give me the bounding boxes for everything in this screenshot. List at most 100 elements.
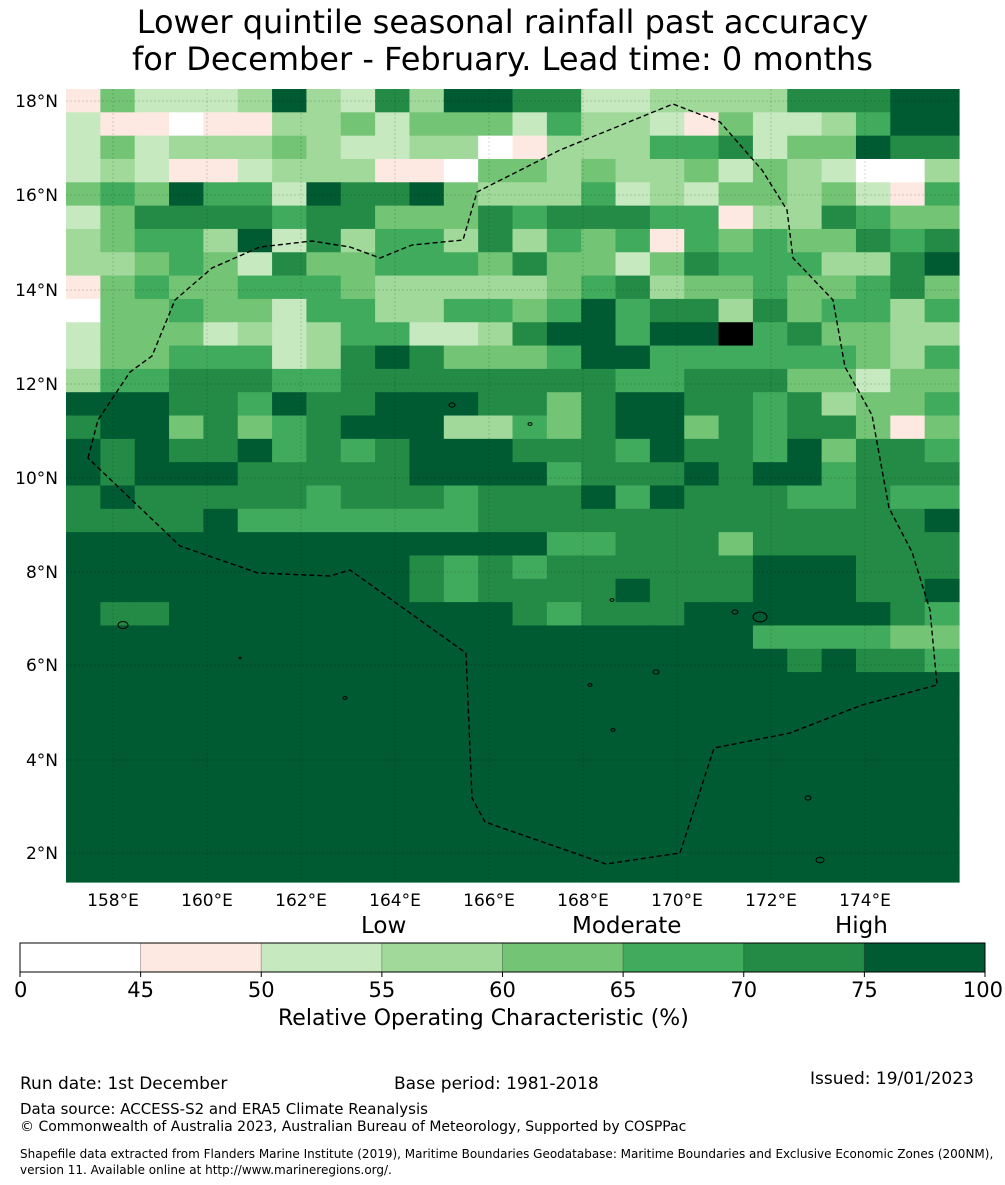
grid-cell bbox=[615, 788, 651, 813]
grid-cell bbox=[478, 718, 514, 743]
grid-cell bbox=[855, 625, 891, 650]
grid-cell bbox=[66, 602, 101, 627]
grid-cell bbox=[409, 718, 445, 743]
grid-cell bbox=[581, 368, 617, 393]
grid-cell bbox=[821, 625, 857, 650]
grid-cell bbox=[340, 275, 376, 300]
grid-cell bbox=[684, 858, 720, 883]
grid-cell bbox=[684, 788, 720, 813]
grid-cell bbox=[478, 602, 514, 627]
grid-cell bbox=[66, 345, 101, 370]
grid-cell bbox=[272, 508, 308, 533]
grid-cell bbox=[615, 648, 651, 673]
grid-cell bbox=[443, 135, 479, 160]
grid-cell bbox=[134, 532, 170, 557]
grid-cell bbox=[718, 205, 754, 230]
grid-cell bbox=[134, 578, 170, 603]
grid-cell bbox=[409, 438, 445, 463]
grid-cell bbox=[478, 275, 514, 300]
grid-cell bbox=[752, 438, 788, 463]
grid-cell bbox=[443, 672, 479, 697]
grid-cell bbox=[203, 672, 239, 697]
grid-cell bbox=[890, 462, 926, 487]
island-outline bbox=[238, 656, 242, 660]
grid-cell bbox=[718, 345, 754, 370]
grid-cell bbox=[718, 695, 754, 720]
grid-cell bbox=[615, 835, 651, 860]
grid-cell bbox=[855, 158, 891, 183]
grid-cell bbox=[237, 648, 273, 673]
grid-cell bbox=[100, 858, 136, 883]
grid-cell bbox=[855, 812, 891, 836]
grid-cell bbox=[134, 298, 170, 323]
grid-cell bbox=[237, 112, 273, 137]
grid-cell bbox=[924, 415, 960, 440]
colorbar-tick-label: 70 bbox=[730, 978, 757, 1002]
grid-cell bbox=[375, 485, 411, 510]
grid-cell bbox=[649, 485, 685, 510]
grid-cell bbox=[203, 625, 239, 650]
grid-cell bbox=[169, 322, 204, 347]
grid-cell bbox=[66, 112, 101, 137]
grid-cell bbox=[855, 835, 891, 860]
grid-cell bbox=[306, 555, 342, 580]
grid-cell bbox=[581, 392, 617, 417]
grid-cell bbox=[855, 135, 891, 160]
grid-cell bbox=[684, 462, 720, 487]
grid-cell bbox=[100, 438, 136, 463]
grid-cell bbox=[443, 812, 479, 836]
grid-cell bbox=[890, 625, 926, 650]
island-outline bbox=[117, 621, 129, 629]
grid-cell bbox=[581, 462, 617, 487]
grid-cell bbox=[821, 112, 857, 137]
grid-cell bbox=[581, 765, 617, 790]
legend-category-high: High bbox=[835, 913, 888, 939]
grid-cell bbox=[684, 322, 720, 347]
grid-cell bbox=[787, 718, 823, 743]
grid-cell bbox=[821, 392, 857, 417]
grid-cell bbox=[272, 89, 308, 113]
grid-cell bbox=[787, 555, 823, 580]
grid-cell bbox=[615, 298, 651, 323]
grid-cell bbox=[684, 228, 720, 253]
grid-cell bbox=[855, 742, 891, 766]
grid-cell bbox=[66, 578, 101, 603]
grid-cell bbox=[581, 415, 617, 440]
grid-cell bbox=[752, 158, 788, 183]
grid-cell bbox=[66, 508, 101, 533]
grid-cell bbox=[203, 182, 239, 207]
grid-cell bbox=[615, 158, 651, 183]
colorbar-segment bbox=[140, 942, 262, 973]
grid-cell bbox=[512, 415, 548, 440]
grid-cell bbox=[890, 602, 926, 627]
grid-cell bbox=[272, 112, 308, 137]
grid-cell bbox=[752, 672, 788, 697]
grid-cell bbox=[169, 508, 204, 533]
grid-cell bbox=[169, 228, 204, 253]
grid-cell bbox=[237, 182, 273, 207]
grid-cell bbox=[615, 718, 651, 743]
grid-cell bbox=[375, 835, 411, 860]
grid-cell bbox=[443, 228, 479, 253]
grid-cell bbox=[169, 672, 204, 697]
grid-cell bbox=[66, 135, 101, 160]
grid-cell bbox=[581, 718, 617, 743]
grid-cell bbox=[890, 392, 926, 417]
grid-cell bbox=[615, 812, 651, 836]
grid-cell bbox=[100, 275, 136, 300]
grid-cell bbox=[272, 368, 308, 393]
grid-cell bbox=[718, 648, 754, 673]
grid-cell bbox=[821, 578, 857, 603]
grid-cell bbox=[340, 485, 376, 510]
grid-cell bbox=[272, 228, 308, 253]
grid-cell bbox=[409, 89, 445, 113]
grid-cell bbox=[169, 368, 204, 393]
grid-cell bbox=[924, 602, 960, 627]
grid-cell bbox=[718, 578, 754, 603]
grid-cell bbox=[375, 392, 411, 417]
grid-cell bbox=[340, 788, 376, 813]
grid-cell bbox=[169, 602, 204, 627]
grid-cell bbox=[340, 228, 376, 253]
grid-cell bbox=[787, 89, 823, 113]
grid-cell bbox=[581, 788, 617, 813]
